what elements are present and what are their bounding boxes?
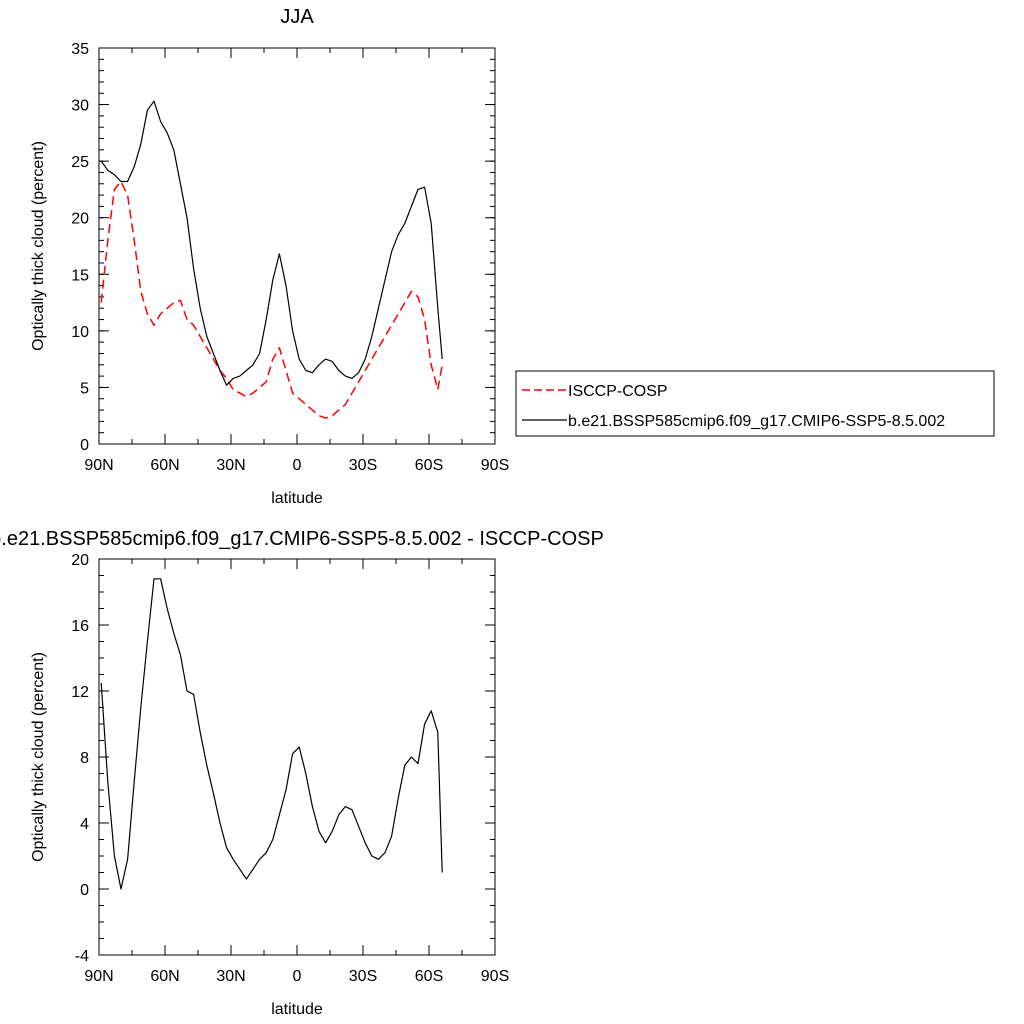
y-tick-label: 0 <box>80 437 89 454</box>
y-tick-label: 0 <box>80 882 89 899</box>
y-tick-label: 12 <box>71 684 89 701</box>
legend: ISCCP-COSP b.e21.BSSP585cmip6.f09_g17.CM… <box>515 370 995 437</box>
x-tick-label: 0 <box>293 968 302 985</box>
x-tick-label: 60N <box>150 968 179 985</box>
x-tick-label: 30N <box>216 457 245 474</box>
y-tick-label: 8 <box>80 750 89 767</box>
x-tick-label: 90S <box>481 968 509 985</box>
y-tick-label: 20 <box>71 552 89 569</box>
legend-label-model: b.e21.BSSP585cmip6.f09_g17.CMIP6-SSP5-8.… <box>568 413 945 430</box>
series-line-0 <box>100 180 443 419</box>
x-tick-label: 90S <box>481 457 509 474</box>
x-tick-label: 60S <box>415 968 443 985</box>
y-tick-label: 15 <box>71 267 89 284</box>
x-tick-label: 0 <box>293 457 302 474</box>
y-axis-label: Optically thick cloud (percent) <box>30 652 47 862</box>
axis-ticks: 90N 60N 30N 0 30S 60S 90S -4 0 4 8 12 16 20 <box>71 552 509 985</box>
y-tick-label: 16 <box>71 618 89 635</box>
y-tick-label: 5 <box>80 380 89 397</box>
x-tick-label: 90N <box>84 968 113 985</box>
legend-label-isccp: ISCCP-COSP <box>568 383 668 400</box>
y-tick-label: 4 <box>80 816 89 833</box>
series-line-1 <box>100 100 443 386</box>
y-tick-label: 35 <box>71 41 89 58</box>
panel-jja: JJA 90N 60N 30N 0 30S 60S 90S 0 5 10 15 20 25 30 35 la… <box>30 6 509 507</box>
x-axis-label: latitude <box>271 490 323 507</box>
y-axis-label: Optically thick cloud (percent) <box>30 141 47 351</box>
plot-frame <box>98 47 496 445</box>
series-lines <box>100 578 443 890</box>
x-tick-label: 60S <box>415 457 443 474</box>
y-tick-label: -4 <box>75 948 89 965</box>
x-tick-label: 30S <box>349 457 377 474</box>
panel-difference: b.e21.BSSP585cmip6.f09_g17.CMIP6-SSP5-8.… <box>0 528 604 1018</box>
plot-frame <box>98 558 496 956</box>
x-tick-label: 30S <box>349 968 377 985</box>
y-tick-label: 25 <box>71 154 89 171</box>
x-tick-label: 30N <box>216 968 245 985</box>
series-line-0 <box>100 578 443 890</box>
legend-box <box>515 370 995 437</box>
x-tick-label: 60N <box>150 457 179 474</box>
series-lines <box>100 100 443 419</box>
axis-ticks: 90N 60N 30N 0 30S 60S 90S 0 5 10 15 20 25 30 35 <box>71 41 509 474</box>
chart-title: b.e21.BSSP585cmip6.f09_g17.CMIP6-SSP5-8.… <box>0 528 604 550</box>
y-tick-label: 20 <box>71 211 89 228</box>
y-tick-label: 10 <box>71 324 89 341</box>
x-axis-label: latitude <box>271 1001 323 1018</box>
x-tick-label: 90N <box>84 457 113 474</box>
y-tick-label: 30 <box>71 98 89 115</box>
chart-title: JJA <box>280 6 314 28</box>
